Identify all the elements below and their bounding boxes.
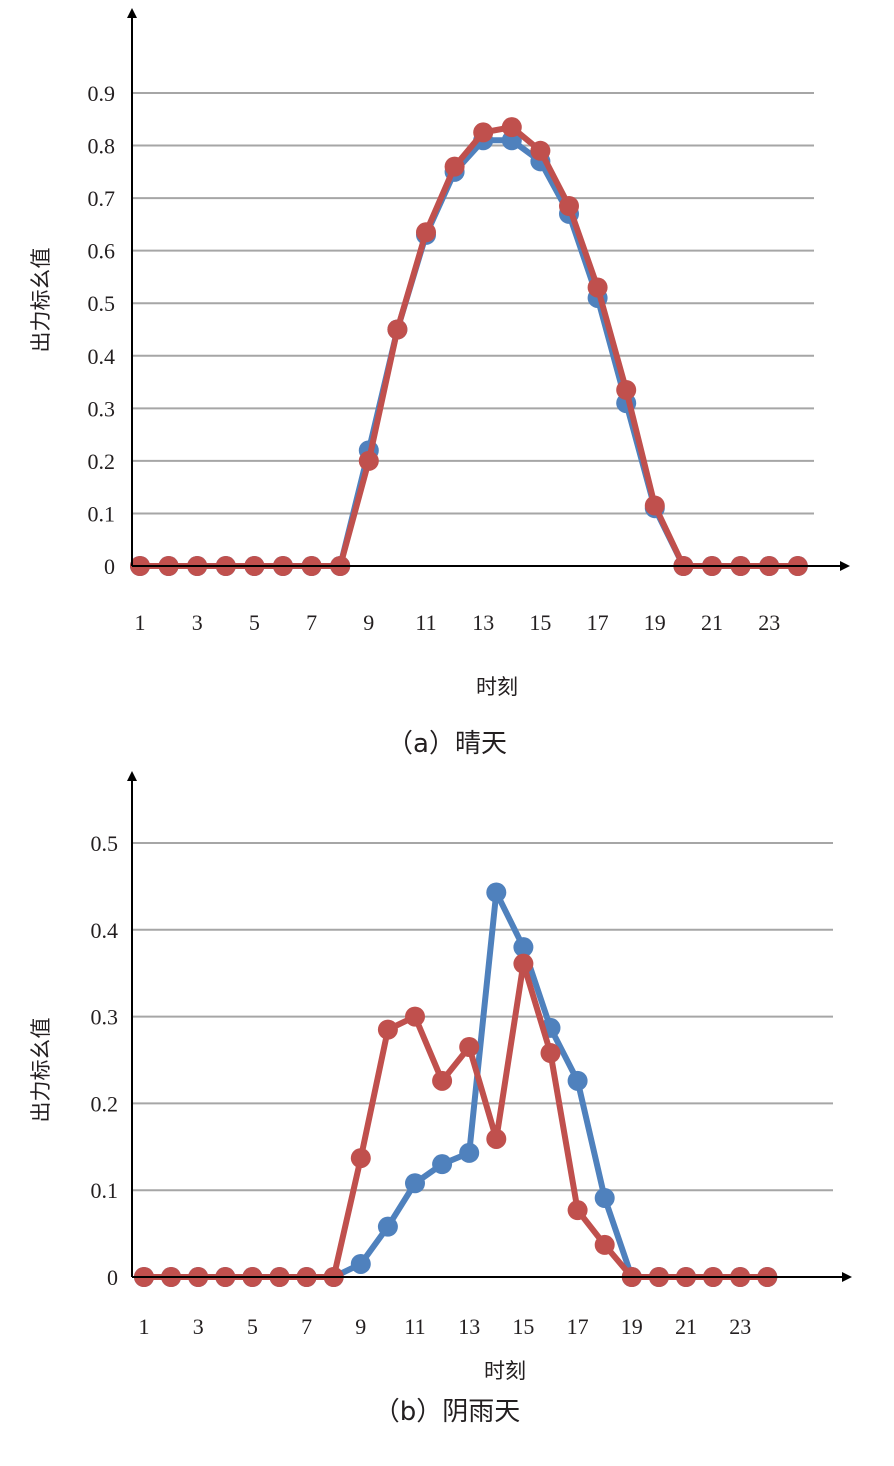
x-tick-label: 3 xyxy=(192,610,203,635)
x-tick-label: 17 xyxy=(587,610,609,635)
data-point-series-2 xyxy=(416,222,436,243)
x-tick-label: 5 xyxy=(247,1314,258,1339)
x-axis-label: 时刻 xyxy=(484,1359,526,1383)
data-point-series-2 xyxy=(540,1043,561,1064)
data-point-series-2 xyxy=(473,122,494,143)
x-tick-label: 15 xyxy=(512,1314,534,1339)
data-point-series-1 xyxy=(567,1070,588,1091)
x-tick-label: 11 xyxy=(415,610,436,635)
y-axis-label: 出力标幺值 xyxy=(29,1018,53,1123)
x-tick-label: 23 xyxy=(729,1314,751,1339)
data-point-series-2 xyxy=(587,277,608,298)
data-point-series-2 xyxy=(567,1200,588,1221)
data-point-series-2 xyxy=(644,495,665,516)
data-point-series-2 xyxy=(501,117,522,138)
data-point-series-2 xyxy=(432,1070,453,1091)
x-tick-label: 15 xyxy=(529,610,551,635)
y-tick-labels: 0 0.1 0.2 0.3 0.4 0.5 xyxy=(91,831,119,1290)
y-tick-label: 0 xyxy=(104,554,115,579)
grid-lines xyxy=(132,92,814,515)
x-tick-labels: 1 3 5 7 9 11 13 15 17 19 21 23 xyxy=(135,610,781,635)
x-tick-label: 21 xyxy=(675,1314,697,1339)
x-tick-label: 1 xyxy=(139,1314,150,1339)
y-tick-label: 0.3 xyxy=(88,396,116,421)
y-tick-label: 0.8 xyxy=(88,134,116,159)
x-tick-label: 7 xyxy=(301,1314,312,1339)
x-tick-label: 1 xyxy=(135,610,146,635)
data-point-series-2 xyxy=(616,379,637,400)
data-point-series-1 xyxy=(513,937,534,958)
x-tick-label: 19 xyxy=(621,1314,643,1339)
x-tick-label: 19 xyxy=(644,610,666,635)
x-tick-label: 9 xyxy=(363,610,374,635)
data-point-series-1 xyxy=(594,1188,615,1209)
y-axis-label: 出力标幺值 xyxy=(29,248,53,353)
y-tick-label: 0.2 xyxy=(88,449,116,474)
data-point-series-1 xyxy=(350,1253,371,1274)
x-tick-label: 13 xyxy=(458,1314,480,1339)
data-point-series-2 xyxy=(387,319,408,340)
data-point-series-2 xyxy=(358,450,379,471)
y-tick-label: 0.2 xyxy=(91,1091,119,1116)
y-tick-label: 0.1 xyxy=(88,501,116,526)
data-point-series-2 xyxy=(559,195,579,216)
chart-rainy: 00.10.20.30.40.5 1 3 5 7 9 11 13 15 17 19 21 23 出力标… xyxy=(29,771,852,1427)
data-point-series-2 xyxy=(459,1036,480,1057)
data-point-series-2 xyxy=(377,1019,398,1040)
data-point-series-1 xyxy=(486,882,507,903)
y-tick-label: 0.4 xyxy=(91,918,119,943)
data-point-series-2 xyxy=(486,1128,507,1149)
y-tick-label: 0.1 xyxy=(91,1178,119,1203)
x-tick-label: 7 xyxy=(306,610,317,635)
y-tick-label: 0 xyxy=(107,1265,118,1290)
y-tick-label: 0.9 xyxy=(88,81,116,106)
data-point-series-1 xyxy=(405,1173,425,1194)
y-tick-label: 0.3 xyxy=(91,1005,119,1030)
x-tick-labels: 1 3 5 7 9 11 13 15 17 19 21 23 xyxy=(139,1314,752,1339)
x-tick-label: 5 xyxy=(249,610,260,635)
y-tick-label: 0.7 xyxy=(88,186,116,211)
data-point-series-2 xyxy=(530,140,551,161)
y-tick-label: 0.6 xyxy=(88,239,116,264)
x-tick-label: 17 xyxy=(567,1314,589,1339)
data-point-series-1 xyxy=(459,1142,480,1163)
chart-sunny: 00.10.20.30.40.50.60.70.80.9 1 3 5 7 9 11 13 15… xyxy=(29,8,850,759)
data-point-series-2 xyxy=(350,1148,371,1169)
series-group xyxy=(134,882,778,1287)
chart-caption: （a）晴天 xyxy=(387,729,507,759)
x-axis-label: 时刻 xyxy=(476,675,518,699)
data-point-series-2 xyxy=(405,1006,425,1027)
y-tick-label: 0.4 xyxy=(88,344,116,369)
series-line-2 xyxy=(141,960,771,1280)
data-point-series-1 xyxy=(432,1154,453,1175)
chart-caption: （b）阴雨天 xyxy=(374,1397,521,1427)
series-line-1 xyxy=(137,137,801,569)
y-tick-label: 0.5 xyxy=(91,831,119,856)
data-point-series-2 xyxy=(444,156,465,177)
x-tick-label: 9 xyxy=(355,1314,366,1339)
x-tick-label: 13 xyxy=(472,610,494,635)
series-line-1 xyxy=(141,889,771,1280)
data-point-series-2 xyxy=(513,953,534,974)
data-point-series-2 xyxy=(594,1234,615,1255)
x-tick-label: 21 xyxy=(701,610,723,635)
x-tick-label: 11 xyxy=(404,1314,425,1339)
x-tick-label: 23 xyxy=(758,610,780,635)
y-tick-label: 0.5 xyxy=(88,291,116,316)
data-point-series-1 xyxy=(377,1216,398,1237)
series-line-2 xyxy=(137,124,801,569)
y-tick-labels: 0 0.1 0.2 0.3 0.4 0.5 0.6 0.7 0.8 0.9 xyxy=(88,81,116,579)
x-tick-label: 3 xyxy=(193,1314,204,1339)
series-group xyxy=(130,117,808,576)
